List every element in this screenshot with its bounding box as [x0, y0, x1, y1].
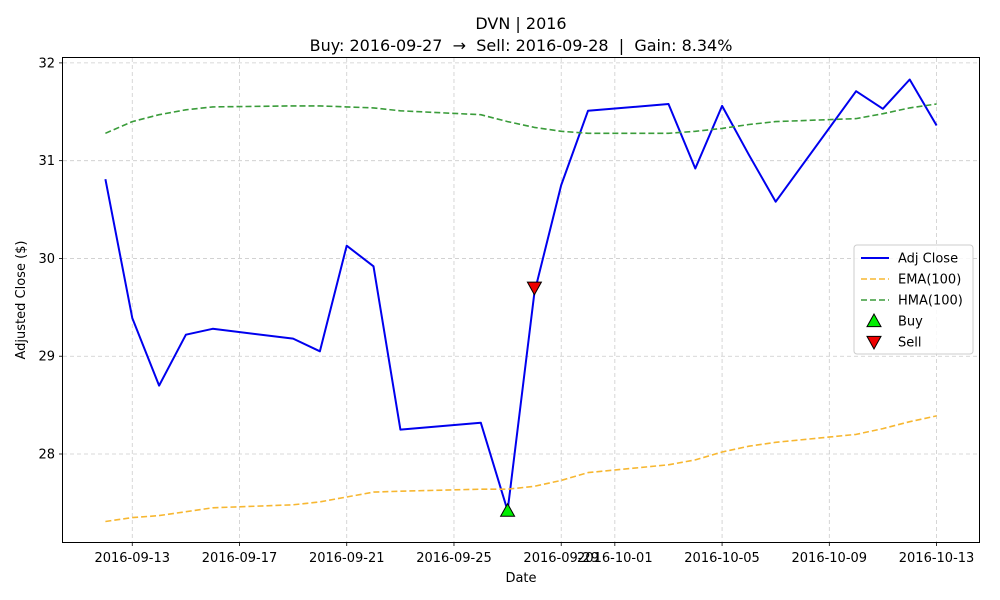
x-tick-label: 2016-10-01 [577, 551, 653, 566]
legend-swatch-marker [866, 312, 882, 328]
legend-label: EMA(100) [898, 273, 961, 288]
y-tick-label: 32 [38, 56, 55, 71]
sell-marker [526, 281, 543, 296]
buy-marker [499, 502, 516, 517]
y-axis-label: Adjusted Close ($) [14, 241, 29, 360]
y-tick-label: 28 [38, 448, 55, 463]
axes-layer: 28 29 30 31 32 2016-09-13 2016-09-17 2016-09-21… [38, 56, 974, 566]
x-tick-label: 2016-10-09 [792, 551, 868, 566]
plot-frame [62, 57, 980, 543]
series-layer [104, 78, 938, 523]
legend-box [853, 244, 974, 355]
marker-layer [499, 281, 543, 517]
x-tick-label: 2016-09-29 [523, 551, 599, 566]
y-tick-label: 30 [38, 252, 55, 267]
x-tick-label: 2016-09-21 [309, 551, 385, 566]
legend-label: HMA(100) [898, 294, 963, 309]
y-tick-label: 29 [38, 350, 55, 365]
series-line-adj-close [104, 78, 938, 512]
x-tick-label: 2016-09-13 [94, 551, 170, 566]
legend-label: Sell [898, 336, 921, 351]
legend-swatch-marker [866, 335, 882, 351]
y-tick-label: 31 [38, 154, 55, 169]
x-tick-label: 2016-09-17 [202, 551, 278, 566]
chart-title-line1: DVN | 2016 [475, 14, 566, 33]
chart-title-line2: Buy: 2016-09-27 → Sell: 2016-09-28 | Gai… [310, 36, 733, 55]
legend-label: Adj Close [898, 252, 958, 267]
x-tick-label: 2016-10-13 [899, 551, 975, 566]
legend: Adj Close EMA(100) HMA(100) Buy Sell [853, 244, 974, 355]
series-line-hma-100 [105, 103, 937, 135]
x-tick-label: 2016-10-05 [684, 551, 760, 566]
x-tick-label: 2016-09-25 [416, 551, 492, 566]
grid-layer [63, 58, 979, 542]
legend-label: Buy [898, 315, 923, 330]
series-line-ema-100 [105, 415, 937, 523]
x-axis-label: Date [505, 571, 536, 586]
